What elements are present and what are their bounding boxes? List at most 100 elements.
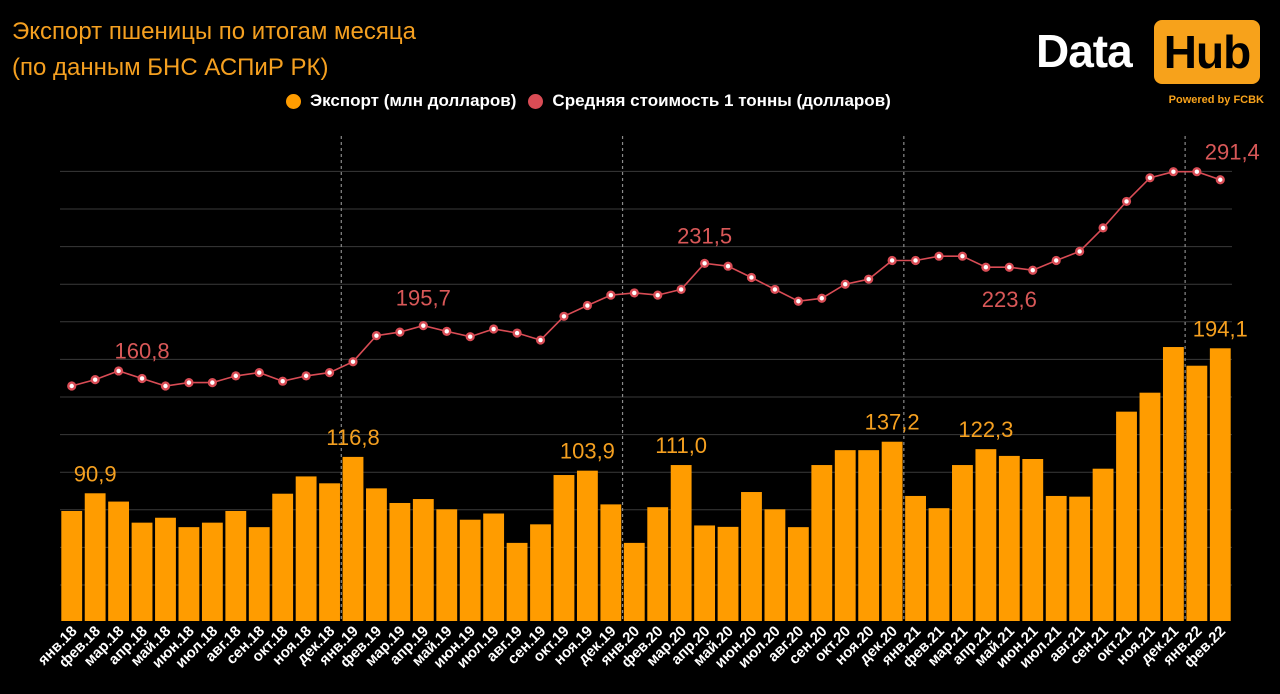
price-point-core-дек.21: [1171, 169, 1176, 174]
chart-title-line2: (по данным БНС АСПиР РК): [12, 54, 329, 81]
logo-data-text: Data: [1036, 25, 1133, 77]
bar-янв.22: [1186, 365, 1208, 621]
legend-label-export: Экспорт (млн долларов): [310, 91, 517, 110]
logo-hub-badge: Hub: [1154, 20, 1260, 84]
bar-июл.21: [1045, 495, 1067, 621]
bar-сен.21: [1092, 468, 1114, 621]
price-point-core-янв.22: [1194, 169, 1200, 174]
price-point-core-ноя.21: [1147, 175, 1153, 181]
bar-апр.19: [412, 499, 434, 621]
legend-item-price: Средняя стоимость 1 тонны (долларов): [528, 91, 891, 111]
price-point-core-дек.18: [327, 370, 332, 375]
price-point-core-июл.20: [772, 287, 778, 292]
price-point-core-июл.18: [210, 380, 215, 385]
bar-ноя.18: [295, 476, 317, 621]
price-point-core-окт.21: [1124, 199, 1129, 204]
bar-июл.19: [483, 513, 505, 621]
bar-авг.20: [787, 527, 809, 621]
bar-июн.20: [741, 492, 762, 621]
bar-июн.21: [1022, 459, 1044, 621]
line-layer: [67, 167, 1225, 391]
price-point-core-мар.21: [960, 254, 965, 259]
price-point-core-авг.20: [796, 299, 801, 304]
bar-окт.19: [553, 475, 575, 621]
price-value-label: 195,7: [396, 286, 451, 311]
bar-май.18: [155, 517, 176, 621]
price-point-core-янв.18: [69, 383, 74, 389]
bar-дек.18: [319, 483, 340, 621]
bar-янв.20: [623, 542, 645, 621]
price-point-core-май.20: [725, 263, 731, 269]
bar-июл.18: [201, 522, 223, 621]
price-value-label: 223,6: [982, 287, 1037, 312]
bar-май.20: [717, 526, 739, 621]
bar-окт.18: [272, 493, 294, 621]
bar-окт.20: [834, 450, 856, 621]
legend-item-export: Экспорт (млн долларов): [286, 91, 516, 111]
bar-value-label: 122,3: [958, 417, 1013, 442]
bar-ноя.21: [1139, 392, 1161, 621]
chart-title-line1: Экспорт пшеницы по итогам месяца: [12, 18, 416, 45]
bar-ноя.19: [576, 470, 598, 621]
price-point-core-сен.18: [257, 370, 262, 375]
price-point-core-июл.21: [1054, 258, 1059, 263]
bar-мар.19: [389, 502, 411, 621]
bar-фев.18: [84, 493, 106, 621]
price-value-label: 160,8: [115, 338, 170, 363]
bar-мар.21: [952, 465, 973, 621]
bar-layer: [61, 347, 1231, 621]
logo-powered-text: Powered by FCBK: [1168, 94, 1264, 106]
price-point-core-ноя.19: [585, 303, 590, 308]
bar-дек.19: [600, 504, 622, 621]
bar-сен.18: [248, 527, 270, 621]
bar-фев.19: [366, 488, 387, 621]
price-point-core-окт.18: [280, 378, 285, 384]
price-point-core-фев.20: [655, 292, 660, 298]
bar-июн.19: [459, 519, 481, 621]
year-divider-layer: [340, 136, 1186, 621]
legend-swatch-price: [528, 93, 544, 109]
bar-июн.18: [178, 527, 200, 621]
bar-мар.18: [108, 501, 130, 621]
bar-value-label: 116,8: [326, 425, 379, 450]
bar-авг.18: [225, 510, 247, 621]
price-point-core-авг.18: [233, 373, 238, 379]
price-point-core-июн.21: [1030, 268, 1035, 273]
bar-фев.21: [928, 508, 950, 621]
price-point-core-сен.21: [1100, 225, 1106, 231]
price-point-core-фев.19: [374, 333, 379, 338]
price-point-core-янв.20: [632, 290, 637, 296]
bar-авг.19: [506, 542, 528, 621]
price-point-core-сен.19: [538, 337, 543, 343]
price-point-core-фев.22: [1218, 177, 1223, 182]
price-point-core-ноя.18: [303, 373, 309, 379]
price-point-core-янв.21: [913, 258, 918, 263]
bar-апр.18: [131, 522, 153, 621]
price-line: [71, 170, 1221, 387]
bar-июл.20: [764, 509, 786, 621]
bar-фев.20: [647, 507, 669, 621]
data-label-layer: 90,9 116,8 103,9 111,0 137,2 122,3 194,1 160,8 1…: [74, 140, 1260, 487]
datahub-logo: Data Hub Powered by FCBK: [1036, 18, 1268, 110]
price-point-core-апр.20: [702, 261, 707, 266]
price-point-core-фев.18: [92, 377, 98, 382]
bar-май.19: [436, 509, 458, 621]
price-point-core-июн.18: [186, 380, 192, 385]
price-value-label: 231,5: [677, 223, 732, 248]
price-point-core-май.21: [1007, 265, 1012, 270]
x-tick-layer: янв.18фев.18мар.18апр.18май.18июн.18июл.…: [35, 623, 1229, 672]
price-point-core-окт.19: [561, 314, 567, 319]
chart-legend: Экспорт (млн долларов) Средняя стоимость…: [286, 91, 903, 111]
price-point-core-мар.19: [397, 329, 403, 335]
price-value-label: 291,4: [1205, 140, 1260, 165]
price-point-core-авг.19: [514, 330, 520, 336]
bar-фев.22: [1209, 348, 1231, 621]
price-point-core-июл.19: [491, 326, 496, 332]
price-point-core-июн.19: [468, 334, 473, 339]
bar-май.21: [998, 455, 1020, 621]
price-point-core-апр.19: [421, 323, 426, 328]
legend-label-price: Средняя стоимость 1 тонны (долларов): [552, 91, 891, 110]
price-point-core-дек.20: [889, 258, 895, 263]
chart-title: Экспорт пшеницы по итогам месяца (по дан…: [12, 14, 416, 86]
price-point-core-янв.19: [350, 359, 356, 364]
